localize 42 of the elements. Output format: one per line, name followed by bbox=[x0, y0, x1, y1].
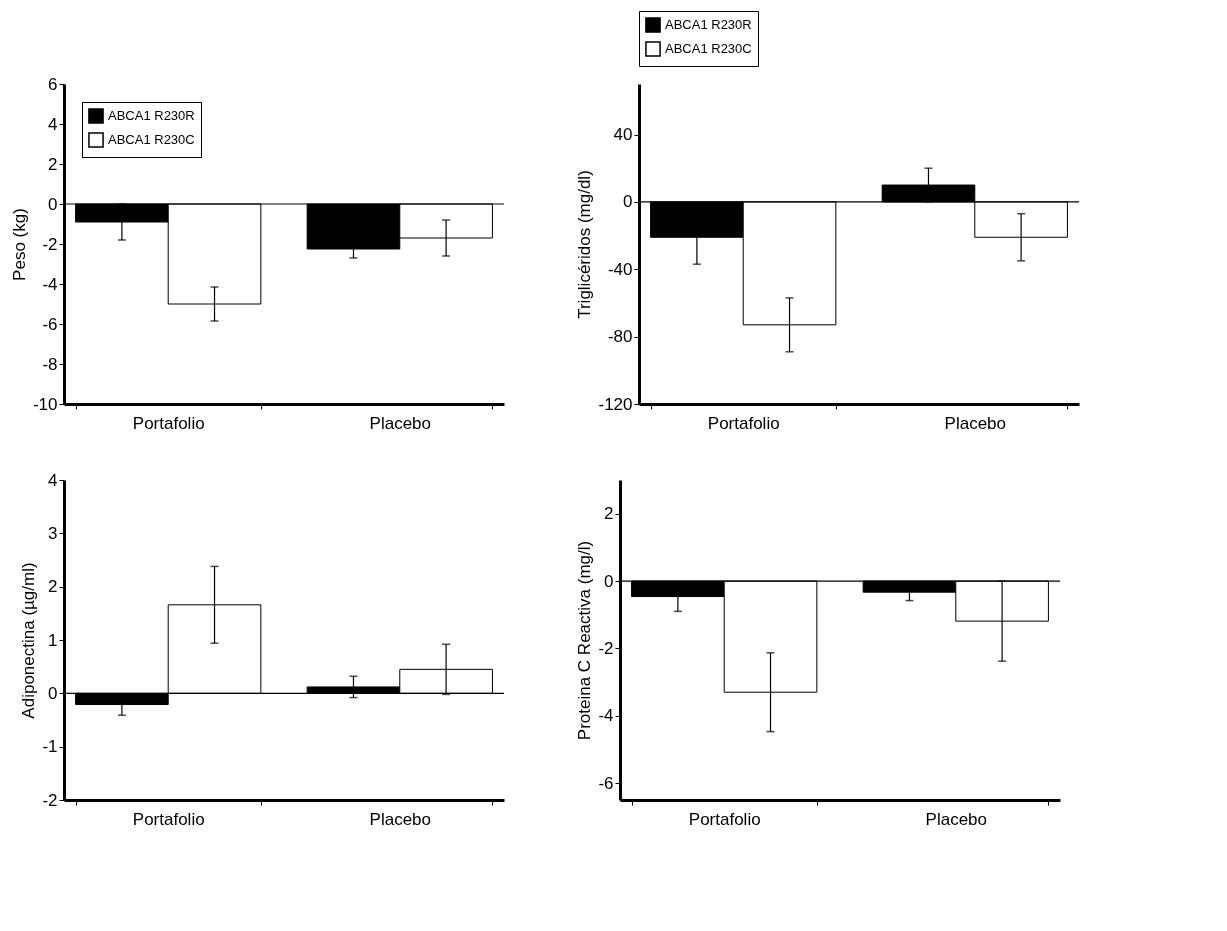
x-tick-label: Placebo bbox=[944, 413, 1007, 433]
y-tick-label: 4 bbox=[48, 470, 58, 490]
y-tick-label: -2 bbox=[598, 638, 614, 658]
x-tick-label: Portafolio bbox=[132, 413, 205, 433]
y-tick-label: -10 bbox=[32, 394, 58, 414]
y-tick-label: 0 bbox=[48, 194, 58, 214]
legend-label: ABCA1 R230C bbox=[665, 41, 752, 56]
y-tick-label: 0 bbox=[623, 192, 633, 212]
y-tick-label: -2 bbox=[42, 234, 58, 254]
y-axis-title: Peso (kg) bbox=[9, 208, 29, 281]
x-tick-label: Portafolio bbox=[688, 809, 761, 829]
y-tick-label: -80 bbox=[607, 327, 633, 347]
y-tick-label: 4 bbox=[48, 114, 58, 134]
y-tick-label: 1 bbox=[48, 630, 58, 650]
x-tick-label: Placebo bbox=[925, 809, 988, 829]
legend-label: ABCA1 R230C bbox=[108, 132, 195, 147]
y-tick-label: -4 bbox=[42, 274, 58, 294]
x-tick-label: Placebo bbox=[369, 809, 432, 829]
y-tick-label: -2 bbox=[42, 790, 58, 810]
y-tick-label: -6 bbox=[42, 314, 58, 334]
x-tick-label: Portafolio bbox=[132, 809, 205, 829]
y-tick-label: 3 bbox=[48, 523, 58, 543]
y-tick-label: 0 bbox=[604, 571, 614, 591]
y-axis-title: Triglicéridos (mg/dl) bbox=[575, 170, 595, 319]
legend-label: ABCA1 R230R bbox=[665, 17, 752, 32]
y-tick-label: -8 bbox=[42, 354, 58, 374]
y-tick-label: 40 bbox=[613, 125, 633, 145]
y-tick-label: -120 bbox=[598, 394, 633, 414]
y-tick-label: 0 bbox=[48, 683, 58, 703]
y-tick-label: -6 bbox=[598, 773, 614, 793]
y-tick-label: 6 bbox=[48, 74, 58, 94]
y-tick-label: 2 bbox=[604, 504, 614, 524]
x-tick-label: Placebo bbox=[369, 413, 432, 433]
legend-label: ABCA1 R230R bbox=[108, 108, 195, 123]
x-tick-label: Portafolio bbox=[707, 413, 780, 433]
y-tick-label: -1 bbox=[42, 737, 58, 757]
y-tick-label: -4 bbox=[598, 706, 614, 726]
y-tick-label: 2 bbox=[48, 154, 58, 174]
y-axis-title: Proteina C Reactiva (mg/l) bbox=[575, 540, 595, 741]
y-tick-label: -40 bbox=[607, 259, 633, 279]
y-tick-label: 2 bbox=[48, 577, 58, 597]
y-axis-title: Adiponectina (µg/ml) bbox=[19, 562, 39, 719]
